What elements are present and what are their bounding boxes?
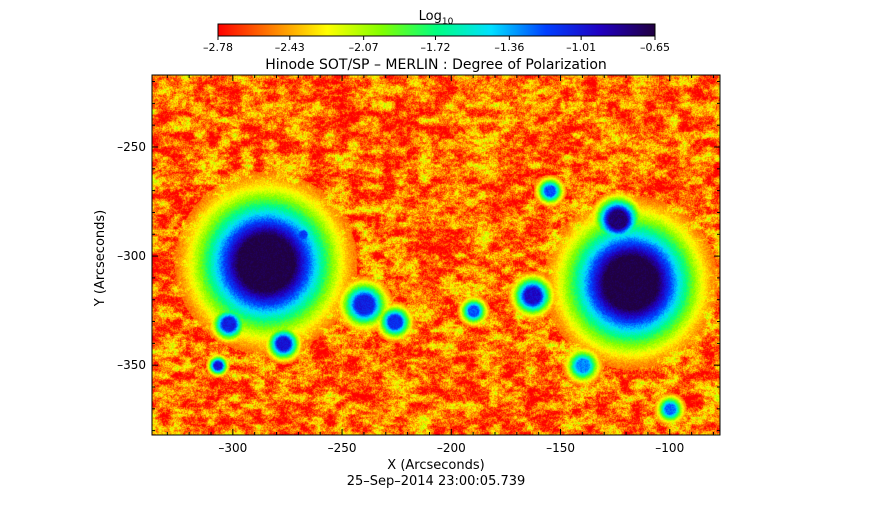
chart-title: Hinode SOT/SP – MERLIN : Degree of Polar… [265, 57, 607, 73]
x-tick-label: –300 [218, 441, 247, 455]
colorbar-tick-label: –1.72 [420, 41, 450, 54]
x-axis: –300 –250 –200 –150 –100 [166, 75, 714, 455]
timestamp: 25–Sep–2014 23:00:05.739 [347, 474, 526, 489]
plot-area: –300 –250 –200 –150 –100 –250 –300 –350 [117, 74, 721, 455]
colorbar-tick-label: –2.43 [275, 41, 305, 54]
colorbar-tick-label: –0.65 [640, 41, 670, 54]
y-tick-label: –300 [117, 249, 146, 263]
y-axis-label: Y (Arcseconds) [93, 210, 108, 307]
colorbar-title: Log10 [419, 9, 454, 27]
colorbar-tick-label: –2.78 [203, 41, 233, 54]
colorbar-tick-label: –1.01 [566, 41, 596, 54]
x-tick-label: –100 [655, 441, 684, 455]
x-tick-label: –250 [328, 441, 357, 455]
y-tick-label: –250 [117, 140, 146, 154]
heatmap-image [152, 75, 720, 435]
y-tick-label: –350 [117, 358, 146, 372]
y-axis: –250 –300 –350 [117, 81, 720, 432]
x-axis-label: X (Arcseconds) [387, 458, 484, 473]
colorbar-tick-label: –2.07 [349, 41, 379, 54]
colorbar-bar [217, 23, 656, 37]
colorbar-ticks: –2.78 –2.43 –2.07 –1.72 –1.36 –1.01 –0.65 [203, 36, 670, 54]
plot-frame [151, 74, 721, 436]
x-tick-label: –150 [546, 441, 575, 455]
colorbar: Log10 –2.78 –2.43 –2.07 –1.72 –1.36 –1.01 –0.6… [203, 9, 670, 54]
colorbar-tick-label: –1.36 [494, 41, 524, 54]
x-tick-label: –200 [437, 441, 466, 455]
